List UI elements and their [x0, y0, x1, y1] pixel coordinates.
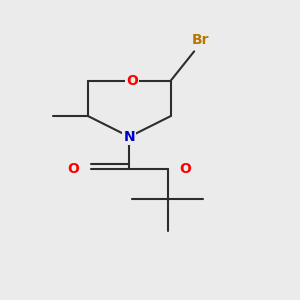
Text: O: O [179, 162, 191, 176]
Text: O: O [68, 162, 80, 176]
Text: O: O [126, 74, 138, 88]
Text: Br: Br [191, 33, 209, 46]
Text: N: N [124, 130, 135, 144]
